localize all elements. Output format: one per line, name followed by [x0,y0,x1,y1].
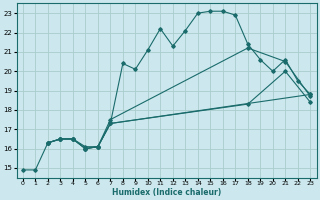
X-axis label: Humidex (Indice chaleur): Humidex (Indice chaleur) [112,188,221,197]
